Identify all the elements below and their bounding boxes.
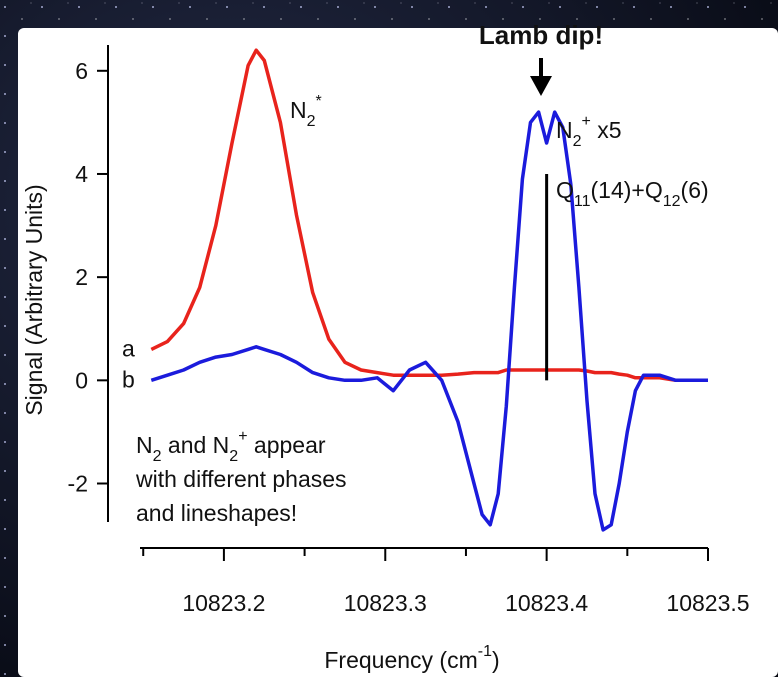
- annotation-part: +: [582, 113, 591, 130]
- annotation-part: (14)+Q: [591, 177, 663, 203]
- note-line: and lineshapes!: [136, 500, 297, 526]
- annotation-part: (6): [681, 177, 709, 203]
- x-axis-label-part: ): [492, 647, 500, 673]
- note-line: with different phases: [135, 466, 347, 492]
- note-line-part: 2: [153, 448, 162, 465]
- annotation-part: 2: [573, 133, 582, 150]
- series-label: a: [122, 335, 135, 361]
- x-tick-label: 10823.3: [344, 590, 427, 616]
- x-axis-label-part: -1: [478, 643, 492, 660]
- y-axis-label: Signal (Arbitrary Units): [21, 184, 47, 415]
- chart: Lamb dip! Signal (Arbitrary Units) -2 0 2 4…: [0, 0, 778, 677]
- note-line-part: 2: [229, 448, 238, 465]
- note-line-part: appear: [248, 432, 326, 458]
- annotation-part: *: [316, 93, 322, 110]
- x-tick-label: 10823.5: [666, 590, 749, 616]
- annotation-part: 2: [307, 113, 316, 130]
- x-axis-label-part: Frequency (cm: [324, 647, 477, 673]
- annotation-part: 11: [574, 193, 591, 210]
- note-line-part: and N: [162, 432, 230, 458]
- x-tick-label: 10823.2: [182, 590, 265, 616]
- note-line-part: +: [238, 428, 247, 445]
- note-line-part: N: [136, 432, 153, 458]
- annotation-part: N: [290, 97, 307, 123]
- y-tick-label: 6: [75, 58, 88, 84]
- x-axis-label: Frequency (cm-1): [324, 643, 499, 673]
- y-tick-label: -2: [68, 471, 88, 497]
- series-label: b: [122, 366, 135, 392]
- annotation-part: 12: [663, 193, 681, 210]
- y-tick-label: 0: [75, 367, 88, 393]
- note-line-part: and lineshapes!: [136, 500, 297, 526]
- y-tick-label: 2: [75, 264, 88, 290]
- page: Lamb dip! Signal (Arbitrary Units) -2 0 2 4…: [0, 0, 778, 677]
- y-tick-label: 4: [75, 161, 88, 187]
- annotation-part: x5: [591, 117, 622, 143]
- annotation-part: N: [556, 117, 573, 143]
- annotation-part: Q: [556, 177, 574, 203]
- x-tick-label: 10823.4: [505, 590, 588, 616]
- chart-title: Lamb dip!: [479, 20, 603, 50]
- note-line-part: with different phases: [135, 466, 347, 492]
